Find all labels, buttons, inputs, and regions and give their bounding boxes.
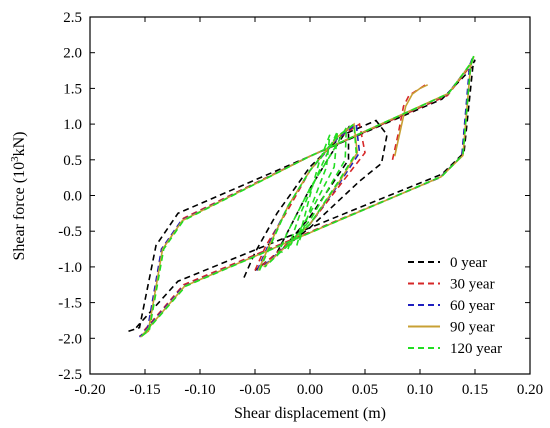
y-tick-label: 0.5 xyxy=(63,153,82,169)
y-tick-label: -1.5 xyxy=(58,296,82,312)
x-tick-label: 0.00 xyxy=(297,382,323,398)
y-tick-label: -2.0 xyxy=(58,331,82,347)
series-line xyxy=(243,119,388,278)
x-tick-label: -0.10 xyxy=(184,382,215,398)
y-tick-label: -1.0 xyxy=(58,260,82,276)
y-tick-label: 1.0 xyxy=(63,117,82,133)
x-tick-label: 0.20 xyxy=(517,382,543,398)
series-line xyxy=(254,122,366,271)
y-tick-label: 2.5 xyxy=(63,10,82,26)
series-line xyxy=(393,84,429,157)
y-tick-label: 0.0 xyxy=(63,189,82,205)
y-axis-title-sup: 3 xyxy=(9,156,21,162)
y-axis-title-main: Shear force (10 xyxy=(11,162,28,261)
legend-label: 90 year xyxy=(450,320,495,336)
series-60-year xyxy=(139,56,474,338)
y-tick-label: 2.0 xyxy=(63,46,82,62)
legend: 0 year 30 year 60 year 90 year 120 year xyxy=(408,255,502,357)
x-tick-label: -0.20 xyxy=(74,382,105,398)
series-line xyxy=(276,127,348,257)
x-tick-label: 0.05 xyxy=(352,382,378,398)
legend-label: 60 year xyxy=(450,298,495,314)
legend-label: 120 year xyxy=(450,341,502,357)
series-layer xyxy=(128,55,476,338)
series-120-year xyxy=(141,55,475,337)
y-tick-label: -2.5 xyxy=(58,367,82,383)
x-tick-label: -0.15 xyxy=(129,382,160,398)
x-axis-title: Shear displacement (m) xyxy=(234,405,386,422)
series-line xyxy=(139,56,474,338)
plot-frame xyxy=(89,16,531,375)
x-tick-label: 0.15 xyxy=(462,382,488,398)
x-tick-label: -0.05 xyxy=(239,382,270,398)
legend-label: 0 year xyxy=(450,255,487,271)
series-line xyxy=(141,55,475,337)
y-axis-title-tail: kN) xyxy=(11,131,28,156)
x-tick-label: 0.10 xyxy=(407,382,433,398)
legend-label: 30 year xyxy=(450,277,495,293)
y-tick-label: -0.5 xyxy=(58,224,82,240)
axes-layer: -0.20 -0.15 -0.10 -0.05 0.00 0.05 0.10 0.15 0.20… xyxy=(58,10,543,398)
y-axis-title: Shear force (103kN) xyxy=(9,131,28,260)
series-line xyxy=(296,134,331,246)
y-tick-label: 1.5 xyxy=(63,81,82,97)
